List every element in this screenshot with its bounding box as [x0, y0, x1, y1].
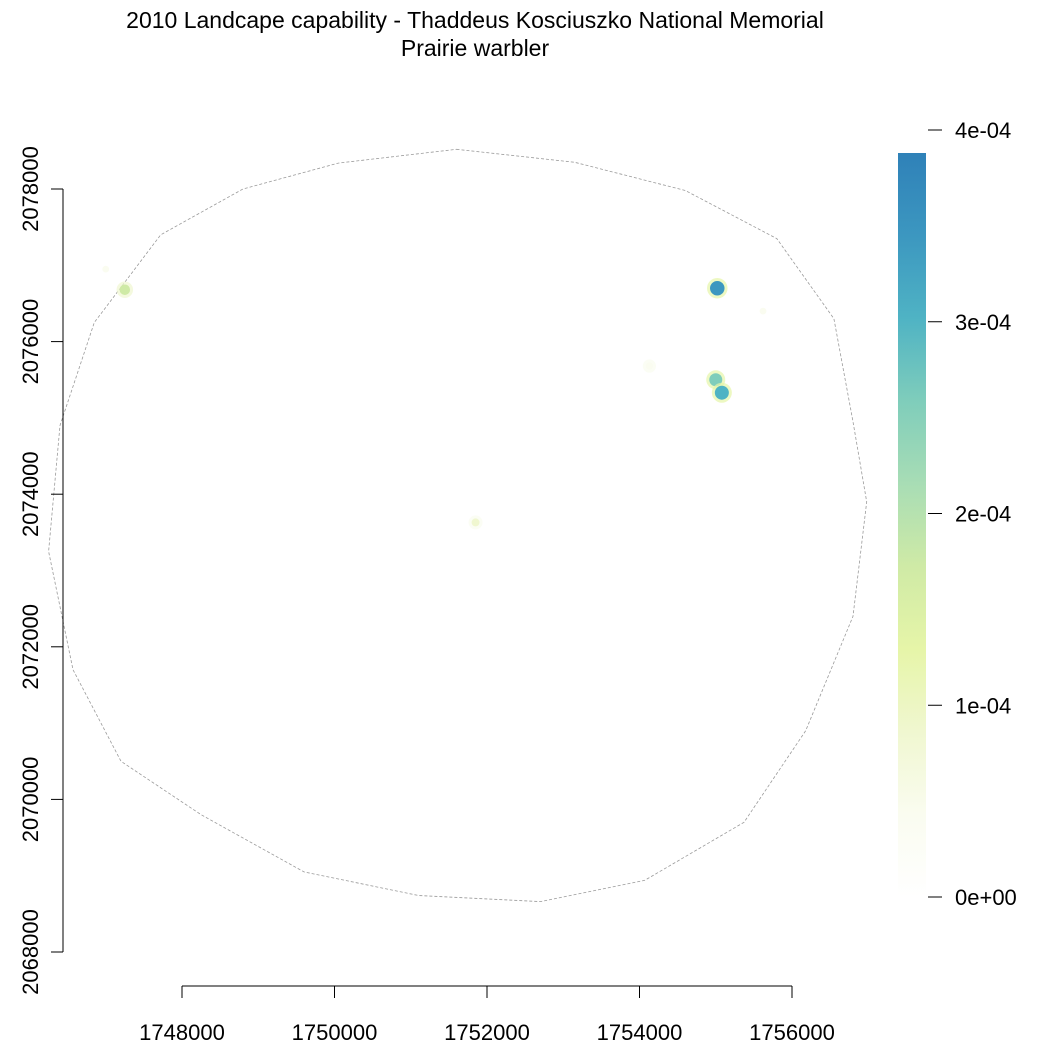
capability-cells-layer — [99, 262, 770, 879]
x-tick-label: 1756000 — [749, 1020, 835, 1045]
page-subtitle: Prairie warbler — [400, 35, 550, 61]
capability-cell — [709, 373, 723, 387]
legend-tick-label: 2e-04 — [955, 502, 1011, 527]
y-axis: 2068000 2070000 2072000 2074000 2076000 20780… — [18, 146, 64, 995]
x-axis: 1748000 1750000 1752000 1754000 1756000 — [139, 985, 835, 1045]
y-tick-label: 2074000 — [18, 451, 43, 537]
x-tick-label: 1750000 — [292, 1020, 378, 1045]
y-tick-label: 2078000 — [18, 146, 43, 232]
legend-colorbar — [898, 153, 926, 897]
capability-cell — [120, 868, 127, 876]
y-tick-label: 2072000 — [18, 604, 43, 690]
memorial-boundary-layer — [48, 148, 868, 903]
capability-cell — [759, 307, 767, 315]
legend-tick-label: 1e-04 — [955, 693, 1011, 718]
legend-tick-label: 0e+00 — [955, 885, 1017, 910]
x-tick-label: 1748000 — [139, 1020, 225, 1045]
memorial-boundary — [48, 148, 868, 903]
color-legend: 0e+00 1e-04 2e-04 3e-04 4e-04 — [898, 118, 1017, 910]
x-tick-label: 1752000 — [444, 1020, 530, 1045]
y-tick-label: 2070000 — [18, 757, 43, 843]
capability-cell — [471, 518, 480, 527]
y-tick-label: 2068000 — [18, 909, 43, 995]
capability-cell — [119, 284, 131, 295]
capability-cell — [102, 265, 110, 273]
capability-cell — [714, 385, 729, 400]
capability-cell — [710, 280, 725, 296]
page-title: 2010 Landcape capability - Thaddeus Kosc… — [126, 7, 824, 33]
x-tick-label: 1754000 — [597, 1020, 683, 1045]
y-tick-label: 2076000 — [18, 299, 43, 385]
capability-cell — [645, 362, 654, 370]
legend-tick-label: 4e-04 — [955, 118, 1011, 143]
legend-tick-label: 3e-04 — [955, 310, 1011, 335]
